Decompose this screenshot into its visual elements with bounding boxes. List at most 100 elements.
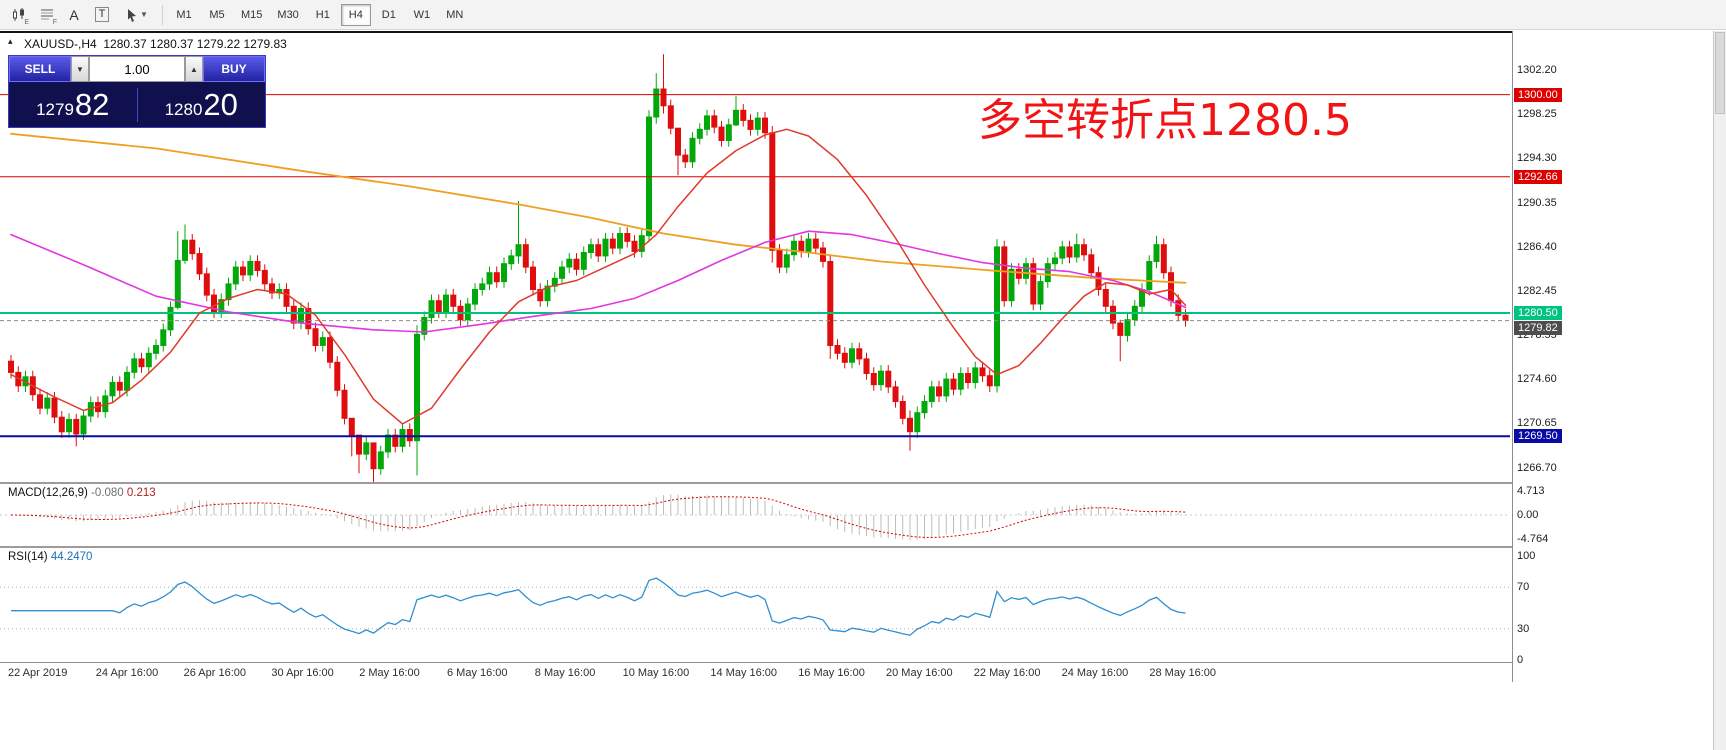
ma-medium-magenta <box>10 230 1187 333</box>
text-label-button[interactable]: A <box>60 3 88 27</box>
price-axis-label: 1302.20 <box>1517 63 1557 76</box>
macd-histogram <box>17 494 1186 541</box>
price-line-tag: 1269.50 <box>1514 429 1562 444</box>
chart-window-border <box>0 31 1712 33</box>
price-chart[interactable] <box>0 33 1512 483</box>
macd-axis-label: 4.713 <box>1517 485 1545 497</box>
time-axis-label: 20 May 16:00 <box>886 667 953 679</box>
volume-decrease-button[interactable]: ▼ <box>71 56 89 82</box>
price-axis-label: 1290.35 <box>1517 196 1557 209</box>
macd-axis-label: -4.764 <box>1517 533 1549 546</box>
buy-price-pips: 20 <box>203 86 238 122</box>
panel-splitter[interactable] <box>0 546 1712 548</box>
macd-signal-line <box>10 496 1186 539</box>
timeframe-mn[interactable]: MN <box>440 4 470 26</box>
chart-window: ▴ XAUUSD-,H4 1280.37 1280.37 1279.22 127… <box>0 31 1713 682</box>
icon-sub-letter: F <box>52 18 57 26</box>
time-axis: 22 Apr 2019 24 Apr 16:00 26 Apr 16:00 30 Ap… <box>0 665 1712 682</box>
price-axis: 1302.20 1298.25 1294.30 1290.35 1286.40 1282.… <box>1512 31 1713 682</box>
macd-signal-value: 0.213 <box>126 487 156 499</box>
time-axis-label: 22 Apr 2019 <box>8 667 68 679</box>
sell-price[interactable]: 1279 82 <box>9 87 137 123</box>
order-entry-row: SELL ▼ ▲ BUY <box>9 56 265 82</box>
scrollbar-thumb[interactable] <box>1715 32 1725 114</box>
chart-annotation-text: 多空转折点1280.5 <box>978 95 1352 146</box>
time-axis-label: 30 Apr 16:00 <box>271 667 334 679</box>
time-axis-label: 24 Apr 16:00 <box>95 667 159 679</box>
time-axis-label: 2 May 16:00 <box>359 667 420 679</box>
text-box-button[interactable]: T <box>88 3 116 27</box>
buy-price-main: 1280 <box>164 99 203 119</box>
panel-splitter[interactable] <box>0 482 1712 484</box>
chevron-up-icon: ▲ <box>190 64 198 74</box>
time-axis-label: 24 May 16:00 <box>1061 667 1129 679</box>
macd-header: MACD(12,26,9) -0.080 0.213 <box>8 487 156 499</box>
timeframe-w1[interactable]: W1 <box>407 4 437 26</box>
chevron-down-icon: ▼ <box>140 10 148 19</box>
time-axis-label: 6 May 16:00 <box>447 667 508 679</box>
time-axis-label: 16 May 16:00 <box>798 667 865 679</box>
price-axis-label: 1270.65 <box>1517 417 1557 430</box>
price-axis-label: 1266.70 <box>1517 461 1557 474</box>
candlestick-chart-icon <box>13 7 24 21</box>
current-price-tag: 1279.82 <box>1514 320 1562 335</box>
chevron-down-icon: ▼ <box>76 64 84 74</box>
sell-button[interactable]: SELL <box>9 56 71 82</box>
macd-title: MACD(12,26,9) <box>8 487 88 499</box>
collapse-arrow-icon[interactable]: ▴ <box>8 36 13 46</box>
price-axis-label: 1294.30 <box>1517 152 1557 165</box>
toolbar: E F A T ▼ M1 M5 M15 M30 H1 H4 D1 W1 MN <box>0 0 1726 30</box>
timeframe-h1[interactable]: H1 <box>308 4 338 26</box>
ma-slow-orange <box>10 132 1187 284</box>
timeframe-d1[interactable]: D1 <box>374 4 404 26</box>
one-click-trading-panel: SELL ▼ ▲ BUY 1279 82 1280 20 <box>8 55 266 128</box>
macd-panel[interactable] <box>0 484 1512 546</box>
price-line-tag: 1292.66 <box>1514 169 1562 184</box>
text-label-icon: A <box>69 6 79 23</box>
rsi-line <box>11 577 1186 636</box>
timeframe-m30[interactable]: M30 <box>271 4 304 26</box>
time-axis-label: 10 May 16:00 <box>622 667 690 679</box>
timeframe-h4[interactable]: H4 <box>340 3 371 26</box>
icon-sub-letter: E <box>24 18 29 26</box>
cursor-tool-icon <box>128 8 137 22</box>
rsi-axis-label: 100 <box>1517 550 1536 562</box>
time-axis-label: 28 May 16:00 <box>1149 667 1217 679</box>
macd-axis-label: 0.00 <box>1517 509 1539 521</box>
indicators-button[interactable]: F <box>32 3 60 27</box>
sell-price-main: 1279 <box>36 99 74 119</box>
sell-price-pips: 82 <box>74 86 110 122</box>
toolbar-separator <box>162 4 163 25</box>
buy-price[interactable]: 1280 20 <box>138 87 266 123</box>
chart-type-button[interactable]: E <box>4 3 32 27</box>
price-divider <box>136 87 138 122</box>
cursor-tool-button[interactable]: ▼ <box>116 3 156 27</box>
macd-main-value: -0.080 <box>91 487 124 499</box>
timeframe-m5[interactable]: M5 <box>202 4 232 26</box>
timeframe-bar: M1 M5 M15 M30 H1 H4 D1 W1 MN <box>169 3 470 26</box>
price-axis-label: 1298.25 <box>1517 108 1557 121</box>
rsi-axis-label: 0 <box>1517 654 1524 666</box>
price-axis-label: 1286.40 <box>1517 240 1557 253</box>
bid-ask-row: 1279 82 1280 20 <box>9 82 265 127</box>
rsi-axis-label: 70 <box>1517 581 1530 594</box>
volume-increase-button[interactable]: ▲ <box>185 56 203 82</box>
time-axis-label: 14 May 16:00 <box>710 667 778 679</box>
buy-button[interactable]: BUY <box>203 56 265 82</box>
timeframe-m1[interactable]: M1 <box>169 4 199 26</box>
rsi-panel[interactable] <box>0 548 1512 662</box>
price-line-tag: 1300.00 <box>1514 87 1562 102</box>
time-axis-label: 8 May 16:00 <box>534 667 596 679</box>
text-box-icon: T <box>94 7 110 22</box>
rsi-axis-label: 30 <box>1517 622 1530 635</box>
price-axis-label: 1282.45 <box>1517 285 1557 298</box>
volume-input[interactable] <box>89 56 185 82</box>
ma-fast-red <box>10 128 1187 425</box>
time-axis-label: 22 May 16:00 <box>973 667 1041 679</box>
time-axis-label: 26 Apr 16:00 <box>183 667 246 679</box>
rsi-title: RSI(14) <box>8 551 48 563</box>
rsi-header: RSI(14) 44.2470 <box>8 551 92 563</box>
price-line-tag: 1280.50 <box>1514 306 1562 320</box>
timeframe-m15[interactable]: M15 <box>235 4 268 26</box>
vertical-scrollbar[interactable] <box>1713 31 1726 750</box>
